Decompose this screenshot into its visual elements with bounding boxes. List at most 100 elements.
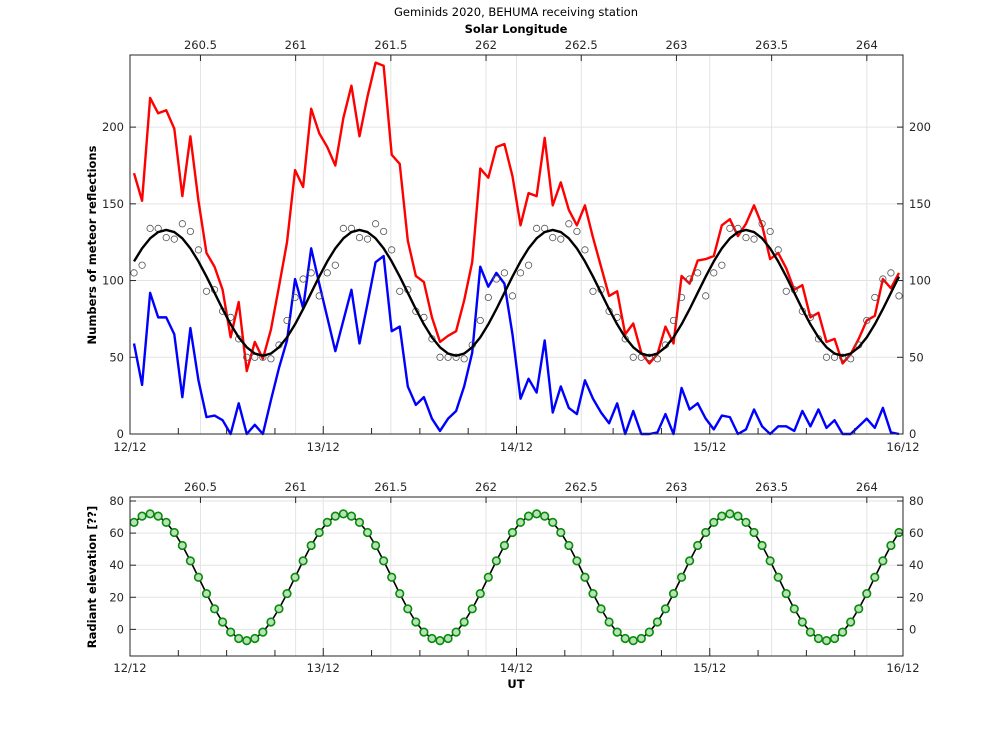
x-tick-label: 14/12 <box>500 440 533 454</box>
y-tick-label-left: 150 <box>102 197 124 211</box>
data-point <box>354 517 365 527</box>
data-point <box>677 293 686 302</box>
y-tick-label-right: 80 <box>909 494 924 508</box>
data-point <box>797 617 807 627</box>
data-point <box>702 292 710 300</box>
meteor-counts-panel: 0 0 50 50 100 100 150 150 200 200 12/12 13/12 14/12 1… <box>102 38 931 454</box>
data-point <box>781 588 791 599</box>
data-point <box>226 627 236 637</box>
data-point <box>266 617 276 627</box>
data-point <box>628 635 638 646</box>
data-point <box>258 627 268 637</box>
top-tick-label: 261 <box>285 38 307 52</box>
chart-title: Geminids 2020, BEHUMA receiving station <box>394 5 638 19</box>
data-point <box>491 556 501 566</box>
data-point <box>194 246 203 254</box>
data-point <box>685 556 695 566</box>
data-point <box>331 261 339 269</box>
data-point <box>145 509 155 519</box>
x-tick-label: 14/12 <box>500 661 533 675</box>
data-point <box>676 572 687 582</box>
data-point <box>870 572 880 582</box>
x-tick-label: 13/12 <box>307 661 340 675</box>
data-point <box>782 287 790 295</box>
data-point <box>403 604 413 614</box>
top-tick-label: 263.5 <box>755 480 788 494</box>
data-point <box>307 269 315 277</box>
data-point <box>475 588 485 599</box>
data-point <box>500 269 509 277</box>
data-point <box>483 572 493 582</box>
data-point <box>291 293 299 302</box>
data-point <box>290 572 300 582</box>
data-point <box>839 353 847 361</box>
data-point <box>581 246 589 254</box>
data-point <box>668 588 679 599</box>
top-tick-label: 261.5 <box>374 480 407 494</box>
data-point <box>887 269 895 277</box>
y-tick-label-left: 0 <box>117 622 124 636</box>
data-point <box>451 627 461 637</box>
data-point <box>629 353 637 361</box>
data-point <box>669 316 678 325</box>
data-point <box>733 511 743 521</box>
data-point <box>202 287 211 295</box>
top-tick-label: 260.5 <box>184 480 217 494</box>
y-tick-label-left: 0 <box>117 427 124 441</box>
data-point <box>645 353 653 361</box>
data-point <box>362 527 373 538</box>
data-point <box>242 635 252 646</box>
data-point <box>298 556 308 566</box>
data-point <box>507 527 518 538</box>
data-point <box>146 224 154 232</box>
data-point <box>452 353 460 361</box>
data-point <box>636 633 646 644</box>
data-point <box>773 572 783 582</box>
data-point <box>573 227 581 236</box>
data-point <box>267 355 275 363</box>
x-tick-label: 16/12 <box>886 661 919 675</box>
data-point <box>259 353 267 361</box>
data-point <box>758 220 766 228</box>
data-point <box>427 633 437 644</box>
top-tick-label: 260.5 <box>184 38 217 52</box>
data-point <box>138 261 146 269</box>
data-point <box>436 353 444 361</box>
data-point <box>516 269 525 277</box>
data-point <box>879 275 887 283</box>
data-point <box>387 572 397 582</box>
data-point <box>565 220 573 228</box>
data-point <box>435 635 445 646</box>
data-point <box>726 224 734 232</box>
top-tick-label: 263 <box>665 480 687 494</box>
data-point <box>339 224 347 232</box>
data-point <box>234 633 244 644</box>
data-point <box>177 540 187 551</box>
data-point <box>548 517 558 527</box>
radiant-elevation-panel: 0 0 20 20 40 40 60 60 80 80 12/12 13/12 14/12 15/12 16… <box>109 480 923 675</box>
data-point <box>846 617 856 627</box>
x-tick-label: 12/12 <box>113 440 146 454</box>
data-point <box>701 527 711 538</box>
data-point <box>201 588 212 599</box>
y-axis-label-bottom: Radiant elevation [??] <box>85 506 99 648</box>
data-point <box>355 233 364 242</box>
y-tick-label-right: 20 <box>909 590 924 604</box>
x-tick-label: 13/12 <box>307 440 340 454</box>
y-tick-label-right: 40 <box>909 558 924 572</box>
data-point <box>813 633 824 644</box>
data-point <box>379 556 389 566</box>
data-point <box>742 233 750 242</box>
top-tick-label: 262 <box>475 480 497 494</box>
data-point <box>499 540 510 551</box>
data-point <box>515 517 526 527</box>
data-point <box>533 224 541 232</box>
data-point <box>476 316 484 325</box>
data-point <box>693 540 703 551</box>
data-point <box>717 511 727 521</box>
data-point <box>854 604 864 614</box>
data-point <box>209 604 220 614</box>
data-point <box>894 527 904 538</box>
data-point <box>411 617 421 627</box>
data-point <box>652 617 663 627</box>
